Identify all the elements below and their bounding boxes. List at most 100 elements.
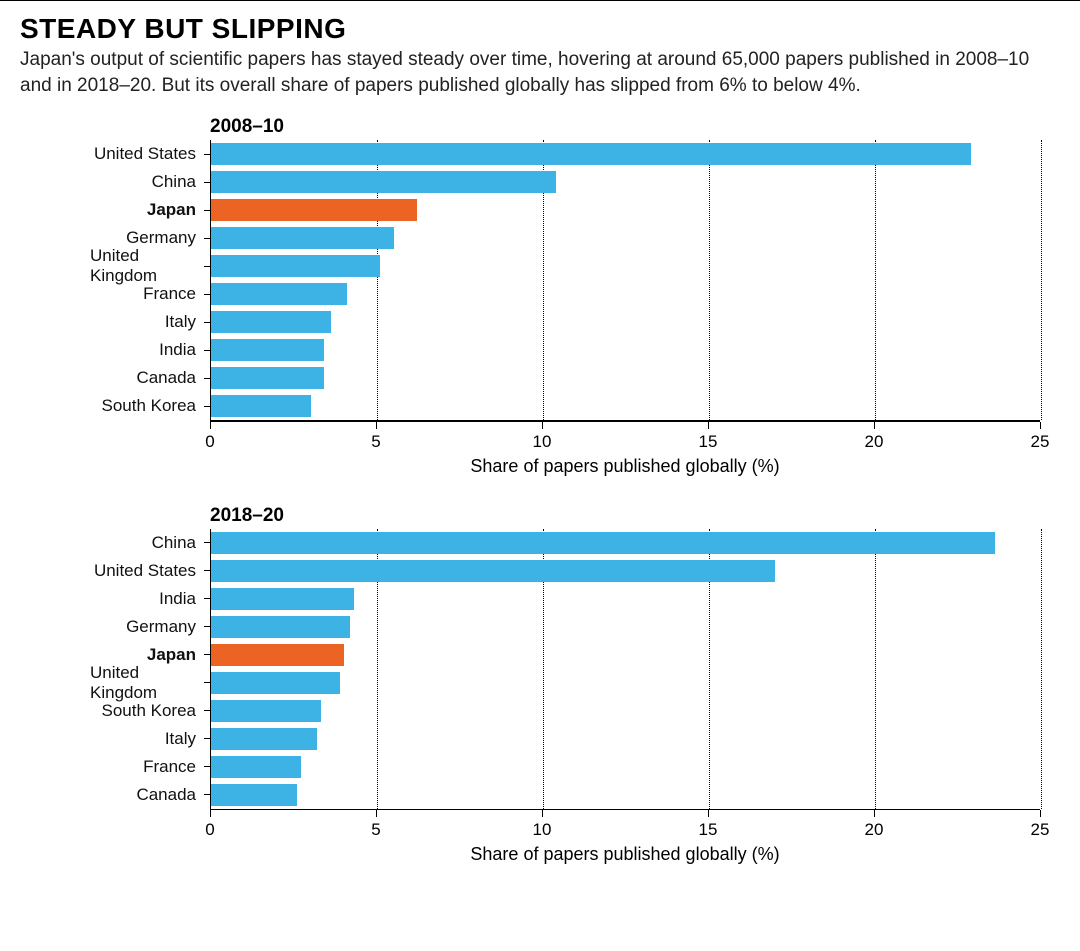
- y-axis-label: United Kingdom: [90, 252, 210, 280]
- bar-highlight: [211, 199, 417, 221]
- country-label: Italy: [165, 729, 204, 749]
- bar: [211, 311, 331, 333]
- bar: [211, 395, 311, 417]
- y-axis-label: Italy: [90, 725, 210, 753]
- country-label: India: [159, 589, 204, 609]
- country-label: France: [143, 284, 204, 304]
- y-axis-label: South Korea: [90, 392, 210, 420]
- country-label: Italy: [165, 312, 204, 332]
- bar-row: [211, 308, 1040, 336]
- bar: [211, 784, 297, 806]
- x-tick: [210, 810, 211, 817]
- bar-row: [211, 557, 1040, 585]
- x-tick: [708, 810, 709, 817]
- x-tick-labels: 0510152025: [210, 430, 1040, 454]
- x-tick-label: 5: [371, 820, 380, 840]
- bar-row: [211, 140, 1040, 168]
- bar-row: [211, 725, 1040, 753]
- bar: [211, 728, 317, 750]
- y-axis-label: Canada: [90, 364, 210, 392]
- country-label: South Korea: [101, 701, 204, 721]
- y-axis-label: India: [90, 336, 210, 364]
- y-axis-label: France: [90, 753, 210, 781]
- bars-region: [210, 140, 1040, 420]
- x-tick-label: 25: [1031, 820, 1050, 840]
- country-label: China: [152, 533, 204, 553]
- bar: [211, 255, 380, 277]
- country-label: Canada: [136, 368, 204, 388]
- x-tick: [376, 810, 377, 817]
- bar: [211, 700, 321, 722]
- chart-panel-1: 2018–20 China United States India Germany Jap…: [90, 505, 1060, 866]
- gridline: [1041, 529, 1042, 809]
- country-label: United States: [94, 144, 204, 164]
- x-tick: [542, 422, 543, 429]
- bars-region: [210, 529, 1040, 809]
- x-tick-label: 0: [205, 820, 214, 840]
- bar: [211, 227, 394, 249]
- country-label: Canada: [136, 785, 204, 805]
- bar: [211, 560, 775, 582]
- chart-panel-0: 2008–10United StatesChinaJapanGermanyUni…: [90, 116, 1060, 477]
- bar: [211, 588, 354, 610]
- y-axis-labels: United States China Japan Germany United Kin…: [90, 140, 210, 477]
- x-tick-label: 5: [371, 432, 380, 452]
- x-tick: [874, 810, 875, 817]
- country-label: France: [143, 757, 204, 777]
- y-axis-labels: China United States India Germany Japan Unite…: [90, 529, 210, 866]
- x-tick: [1040, 810, 1041, 817]
- x-tick: [874, 422, 875, 429]
- bar: [211, 616, 350, 638]
- x-tick: [376, 422, 377, 429]
- y-axis-label: Germany: [90, 613, 210, 641]
- bar: [211, 532, 995, 554]
- bar-row: [211, 168, 1040, 196]
- x-tick-label: 25: [1031, 432, 1050, 452]
- x-tick-label: 10: [533, 820, 552, 840]
- bar: [211, 339, 324, 361]
- y-axis-label: Japan: [90, 196, 210, 224]
- x-ticks: [210, 422, 1040, 430]
- plot-area: 0510152025Share of papers published glob…: [210, 140, 1040, 477]
- bar: [211, 672, 340, 694]
- chart-container: STEADY BUT SLIPPING Japan's output of sc…: [0, 0, 1080, 913]
- y-axis-label: United Kingdom: [90, 669, 210, 697]
- country-label: Germany: [126, 228, 204, 248]
- x-tick-label: 20: [865, 432, 884, 452]
- charts-area: 2008–10United StatesChinaJapanGermanyUni…: [20, 116, 1060, 865]
- chart-title: STEADY BUT SLIPPING: [20, 13, 1060, 45]
- bar-row: [211, 280, 1040, 308]
- country-label: Japan: [147, 645, 204, 665]
- bar-row: [211, 224, 1040, 252]
- gridline: [1041, 140, 1042, 420]
- country-label: United States: [94, 561, 204, 581]
- bar: [211, 756, 301, 778]
- country-label: South Korea: [101, 396, 204, 416]
- bar-row: [211, 697, 1040, 725]
- y-axis-label: United States: [90, 557, 210, 585]
- chart-period-label: 2018–20: [210, 505, 1060, 527]
- bar-row: [211, 669, 1040, 697]
- plot-area: 0510152025Share of papers published glob…: [210, 529, 1040, 866]
- bar: [211, 143, 971, 165]
- country-label: Japan: [147, 200, 204, 220]
- bar-row: [211, 613, 1040, 641]
- x-tick: [1040, 422, 1041, 429]
- chart-period-label: 2008–10: [210, 116, 1060, 138]
- x-tick-label: 10: [533, 432, 552, 452]
- x-tick-labels: 0510152025: [210, 818, 1040, 842]
- x-ticks: [210, 810, 1040, 818]
- country-label: China: [152, 172, 204, 192]
- bar-row: [211, 529, 1040, 557]
- bar-row: [211, 196, 1040, 224]
- bar-row: [211, 336, 1040, 364]
- x-tick-label: 15: [699, 820, 718, 840]
- x-tick-label: 0: [205, 432, 214, 452]
- bar-row: [211, 364, 1040, 392]
- chart-subtitle: Japan's output of scientific papers has …: [20, 47, 1060, 98]
- bar-row: [211, 781, 1040, 809]
- bar: [211, 171, 556, 193]
- bar-row: [211, 252, 1040, 280]
- bar-row: [211, 641, 1040, 669]
- country-label: Germany: [126, 617, 204, 637]
